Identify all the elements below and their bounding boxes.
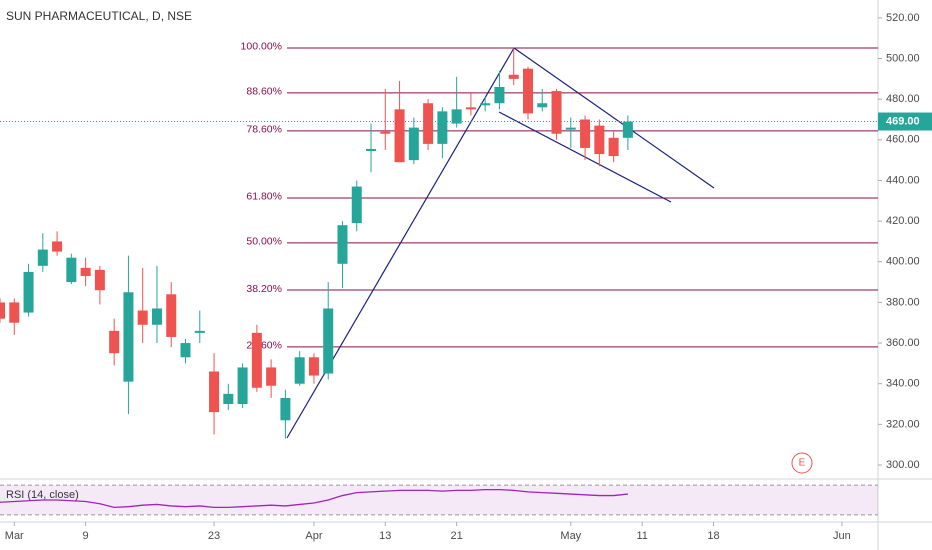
y-tick-label: 320.00 bbox=[886, 418, 920, 430]
x-tick-label: 23 bbox=[208, 530, 220, 542]
y-tick-label: 380.00 bbox=[886, 296, 920, 308]
wedge-upper bbox=[513, 47, 715, 189]
y-tick-label: 400.00 bbox=[886, 256, 920, 268]
chart-title: SUN PHARMACEUTICAL, D, NSE bbox=[6, 9, 192, 23]
candle-body bbox=[366, 148, 377, 152]
candle-body bbox=[565, 127, 576, 130]
candle-body bbox=[494, 86, 505, 104]
candle-body bbox=[508, 74, 519, 79]
x-tick-label: May bbox=[560, 530, 581, 542]
candle-body bbox=[109, 330, 120, 354]
candle-body bbox=[380, 131, 391, 134]
y-tick-label: 340.00 bbox=[886, 378, 920, 390]
x-tick-label: 11 bbox=[636, 530, 647, 542]
candle-body bbox=[209, 371, 220, 413]
y-tick-label: 480.00 bbox=[886, 93, 920, 105]
x-tick-label: 13 bbox=[379, 530, 391, 542]
candle-body bbox=[52, 241, 63, 252]
candle-body bbox=[451, 109, 462, 124]
candle-body bbox=[266, 367, 277, 386]
fib-label: 23.60% bbox=[246, 340, 282, 352]
rsi-band bbox=[0, 485, 878, 515]
candle-body bbox=[608, 137, 619, 157]
candle-body bbox=[94, 269, 105, 291]
candle-body bbox=[480, 103, 491, 106]
candle-body bbox=[537, 103, 548, 108]
candle-body bbox=[137, 310, 148, 325]
earnings-label: E bbox=[799, 458, 806, 469]
candle-body bbox=[394, 109, 405, 163]
candle-body bbox=[351, 186, 362, 224]
y-tick-label: 460.00 bbox=[886, 134, 920, 146]
candle-body bbox=[66, 257, 77, 283]
candle-body bbox=[308, 357, 319, 376]
x-tick-label: Mar bbox=[5, 530, 24, 542]
x-tick-label: Jun bbox=[833, 530, 851, 542]
candle-body bbox=[9, 302, 20, 323]
candle-body bbox=[237, 367, 248, 405]
fib-label: 78.60% bbox=[246, 124, 282, 136]
earnings-icon[interactable] bbox=[791, 452, 813, 474]
candle-body bbox=[251, 332, 262, 388]
candle-body bbox=[180, 343, 191, 358]
fib-label: 100.00% bbox=[241, 41, 282, 53]
y-tick-label: 500.00 bbox=[886, 52, 920, 64]
fib-label: 38.20% bbox=[246, 283, 282, 295]
y-tick-label: 520.00 bbox=[886, 12, 920, 24]
last-price-box bbox=[878, 112, 932, 131]
candle-body bbox=[280, 397, 291, 421]
candle-body bbox=[194, 330, 205, 333]
candle-body bbox=[522, 68, 533, 114]
candle-body bbox=[423, 103, 434, 144]
y-tick-label: 420.00 bbox=[886, 215, 920, 227]
candle-body bbox=[37, 249, 48, 266]
rsi-line bbox=[0, 488, 628, 509]
candle-body bbox=[80, 267, 91, 276]
candle-body bbox=[594, 125, 605, 155]
y-tick-label: 360.00 bbox=[886, 337, 920, 349]
candle-body bbox=[323, 308, 334, 374]
candle-body bbox=[465, 107, 476, 110]
fib-label: 61.80% bbox=[246, 191, 282, 203]
fib-label: 50.00% bbox=[246, 236, 282, 248]
x-tick-label: 9 bbox=[83, 530, 89, 542]
y-tick-label: 440.00 bbox=[886, 174, 920, 186]
x-tick-label: Apr bbox=[305, 530, 322, 542]
rsi-label: RSI (14, close) bbox=[6, 489, 79, 501]
candle-body bbox=[551, 91, 562, 134]
x-tick-label: 18 bbox=[707, 530, 719, 542]
candle-body bbox=[23, 271, 34, 313]
candle-body bbox=[337, 225, 348, 264]
candle-body bbox=[580, 119, 591, 148]
candle-body bbox=[622, 121, 633, 138]
candle-body bbox=[223, 393, 234, 405]
candle-body bbox=[437, 111, 448, 144]
last-price-label: 469.00 bbox=[886, 115, 920, 127]
fib-label: 88.60% bbox=[246, 86, 282, 98]
candle-body bbox=[294, 357, 305, 384]
candle-body bbox=[151, 308, 162, 325]
candle-body bbox=[166, 294, 177, 337]
candle-body bbox=[0, 302, 5, 319]
candle-body bbox=[123, 292, 134, 382]
x-tick-label: 21 bbox=[451, 530, 463, 542]
candle-body bbox=[408, 127, 419, 161]
y-tick-label: 300.00 bbox=[886, 459, 920, 471]
